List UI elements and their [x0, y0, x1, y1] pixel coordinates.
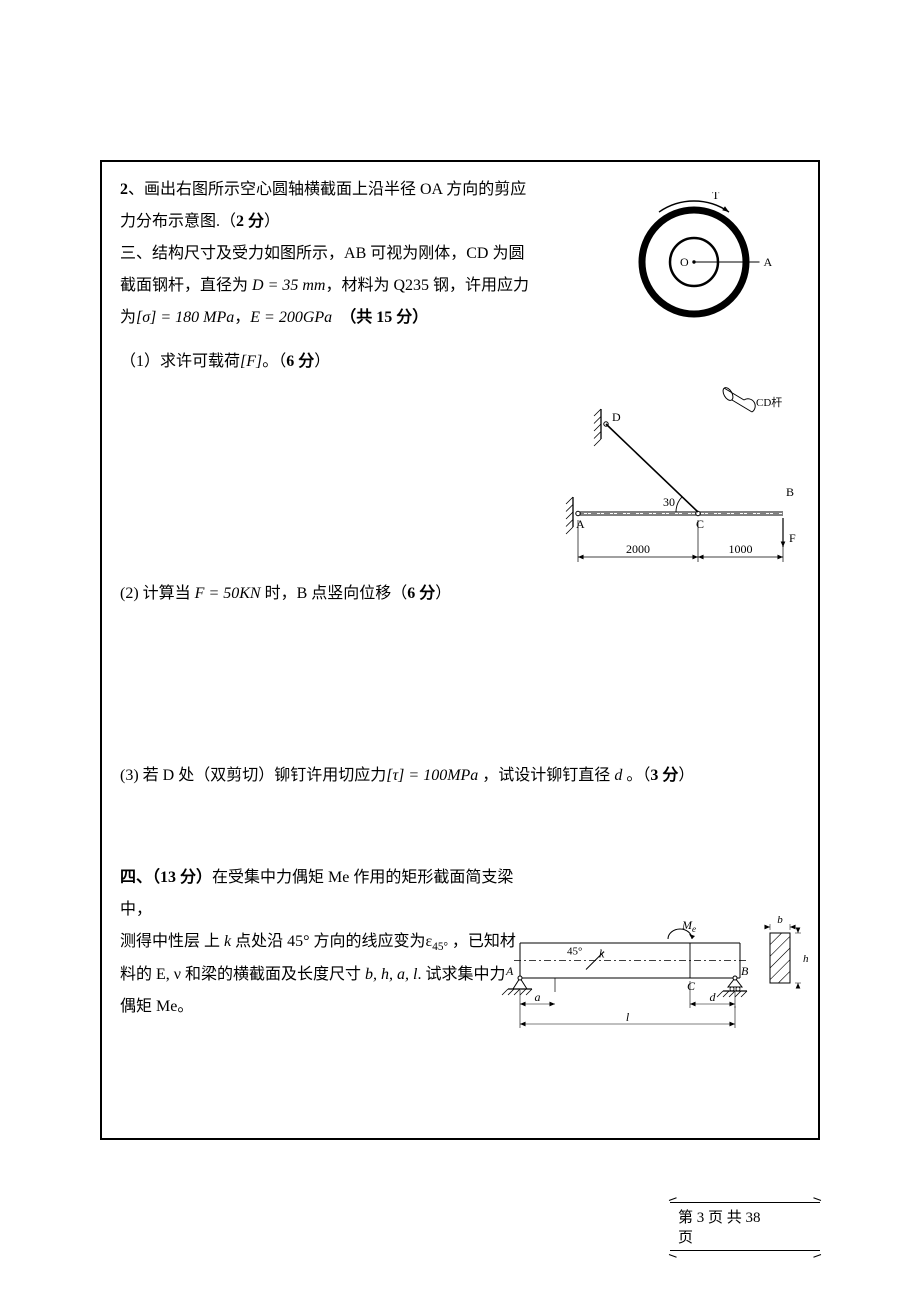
hollow-shaft-svg: O A T	[624, 192, 804, 332]
svg-text:l: l	[626, 1010, 630, 1024]
p3s3-close: ）	[678, 767, 694, 784]
p3s1-pts: 6 分	[286, 353, 314, 370]
problem-3-line3: 为[σ] = 180 MPa，E = 200GPa （共 15 分）	[120, 302, 550, 334]
p4-l2b: 点处沿 45° 方向的线应变为	[231, 933, 425, 950]
content-frame: 2、画出右图所示空心圆轴横截面上沿半径 OA 方向的剪应 力分布示意图.（2 分…	[100, 160, 820, 1140]
problem-3-sub3: (3) 若 D 处（双剪切）铆钉许用切应力[τ] = 100MPa ，试设计铆钉…	[120, 760, 800, 792]
footer-l2: 页	[678, 1230, 693, 1246]
p3s2-a: 计算当	[139, 585, 195, 602]
p3s1-no: （1）	[120, 353, 160, 370]
p3s2-close: ）	[435, 585, 451, 602]
svg-text:a: a	[535, 990, 541, 1004]
p3-E: E = 200GPa	[250, 309, 332, 326]
p3s2-b: 时，B 点竖向位移（	[261, 585, 408, 602]
p3-totalpts: （共 15 分）	[348, 309, 428, 326]
p3s1-a: 求许可载荷	[160, 353, 240, 370]
footer-text: 第 3 页 共 38 页	[670, 1203, 820, 1250]
problem-3-line2: 截面钢杆，直径为 D = 35 mm，材料为 Q235 钢，许用应力	[120, 270, 550, 302]
p2-text1: 、画出右图所示空心圆轴横截面上沿半径 OA 方向的剪应	[128, 181, 526, 198]
problem-3-line1: 三、结构尺寸及受力如图所示，AB 可视为刚体，CD 为圆	[120, 238, 550, 270]
p3s3-a: 若 D 处（双剪切）铆钉许用切应力	[139, 767, 387, 784]
footer-total: 38	[746, 1210, 761, 1226]
p3-l2b: ，材料为 Q235 钢，许用应力	[325, 277, 529, 294]
svg-text:CD杆: CD杆	[756, 395, 782, 409]
svg-text:h: h	[803, 953, 809, 965]
p3s2-F: F = 50KN	[195, 585, 261, 602]
p3s1-F: [F]	[240, 353, 262, 370]
p2-text2: 力分布示意图.（	[120, 213, 236, 230]
problem-3-sub2: (2) 计算当 F = 50KN 时，B 点竖向位移（6 分）	[120, 578, 800, 610]
p3s2-no: (2)	[120, 585, 139, 602]
p2-close: ）	[264, 213, 280, 230]
structure-svg: 30 D A C B F 2000 1000 CD杆	[548, 382, 808, 582]
svg-text:A: A	[764, 255, 773, 269]
diagram-hollow-shaft: O A T	[624, 192, 804, 332]
problem-4-line2: 测得中性层 上 k 点处沿 45° 方向的线应变为ε45° ，已知材	[120, 926, 540, 959]
p3s3-tau: [τ] = 100MPa	[386, 767, 478, 784]
p3-sigma: [σ] = 180 MPa	[136, 309, 234, 326]
footer-bottom-rule	[670, 1250, 820, 1251]
svg-text:T: T	[712, 192, 720, 202]
p3-l1: 结构尺寸及受力如图所示，AB 可视为刚体，CD 为圆	[152, 245, 524, 262]
svg-text:C: C	[687, 979, 696, 993]
page-footer: 第 3 页 共 38 页	[670, 1202, 820, 1252]
p4-dims: b, h, a, l	[365, 966, 417, 983]
problem-3-sub1: （1）求许可载荷[F]。（6 分）	[120, 346, 550, 378]
svg-text:d: d	[710, 990, 717, 1004]
p4-l3a: 料的 E, ν 和梁的横截面及长度尺寸	[120, 966, 365, 983]
svg-text:A: A	[505, 964, 514, 978]
svg-text:D: D	[612, 410, 621, 424]
p3s3-b: ，试设计铆钉直径	[478, 767, 610, 784]
diagram-beam: ABCMek45°adlbh	[490, 898, 810, 1038]
p3-number: 三、	[120, 245, 152, 262]
p4-number: 四、	[120, 869, 152, 886]
p4-l4: 偶矩 Me。	[120, 998, 193, 1015]
svg-text:B: B	[741, 964, 749, 978]
svg-text:k: k	[599, 947, 605, 961]
beam-svg: ABCMek45°adlbh	[490, 898, 810, 1038]
p4-l2a: 测得中性层 上	[120, 933, 224, 950]
p2-number: 2	[120, 181, 128, 198]
p3-l2a: 截面钢杆，直径为	[120, 277, 248, 294]
problem-2-line1: 2、画出右图所示空心圆轴横截面上沿半径 OA 方向的剪应	[120, 174, 550, 206]
svg-text:30: 30	[663, 495, 675, 509]
p3s1-b: 。（	[262, 353, 286, 370]
p3s3-d: d	[610, 767, 626, 784]
svg-text:A: A	[576, 517, 585, 531]
page: 2、画出右图所示空心圆轴横截面上沿半径 OA 方向的剪应 力分布示意图.（2 分…	[0, 0, 920, 1302]
problem-4-line3: 料的 E, ν 和梁的横截面及长度尺寸 b, h, a, l. 试求集中力	[120, 959, 540, 991]
svg-text:F: F	[789, 531, 796, 545]
problem-4-line4: 偶矩 Me。	[120, 991, 540, 1023]
p3s3-c: 。（	[626, 767, 650, 784]
problem-2-line2: 力分布示意图.（2 分）	[120, 206, 550, 238]
svg-text:45°: 45°	[567, 946, 582, 958]
p3s1-close: ）	[314, 353, 330, 370]
p3s2-pts: 6 分	[407, 585, 435, 602]
svg-text:2000: 2000	[626, 542, 650, 556]
svg-text:b: b	[777, 914, 783, 926]
problem-4-line1: 四、（13 分）在受集中力偶矩 Me 作用的矩形截面简支梁中，	[120, 862, 540, 926]
p2-points: 2 分	[236, 213, 264, 230]
svg-text:O: O	[680, 255, 689, 269]
diagram-structure: 30 D A C B F 2000 1000 CD杆	[548, 382, 808, 582]
p3s3-no: (3)	[120, 767, 139, 784]
svg-text:C: C	[696, 517, 704, 531]
p4-pts: （13 分）	[152, 869, 212, 886]
footer-top-rule	[670, 1202, 820, 1203]
svg-text:B: B	[786, 485, 794, 499]
svg-text:e: e	[692, 924, 696, 934]
p3-D: D = 35 mm	[248, 277, 325, 294]
svg-text:1000: 1000	[729, 542, 753, 556]
p4-eps-sub: 45°	[432, 941, 448, 953]
p3s3-pts: 3 分	[650, 767, 678, 784]
p3-l3a: 为	[120, 309, 136, 326]
footer-l1a: 第	[678, 1210, 697, 1226]
footer-l1b: 页 共	[704, 1210, 745, 1226]
